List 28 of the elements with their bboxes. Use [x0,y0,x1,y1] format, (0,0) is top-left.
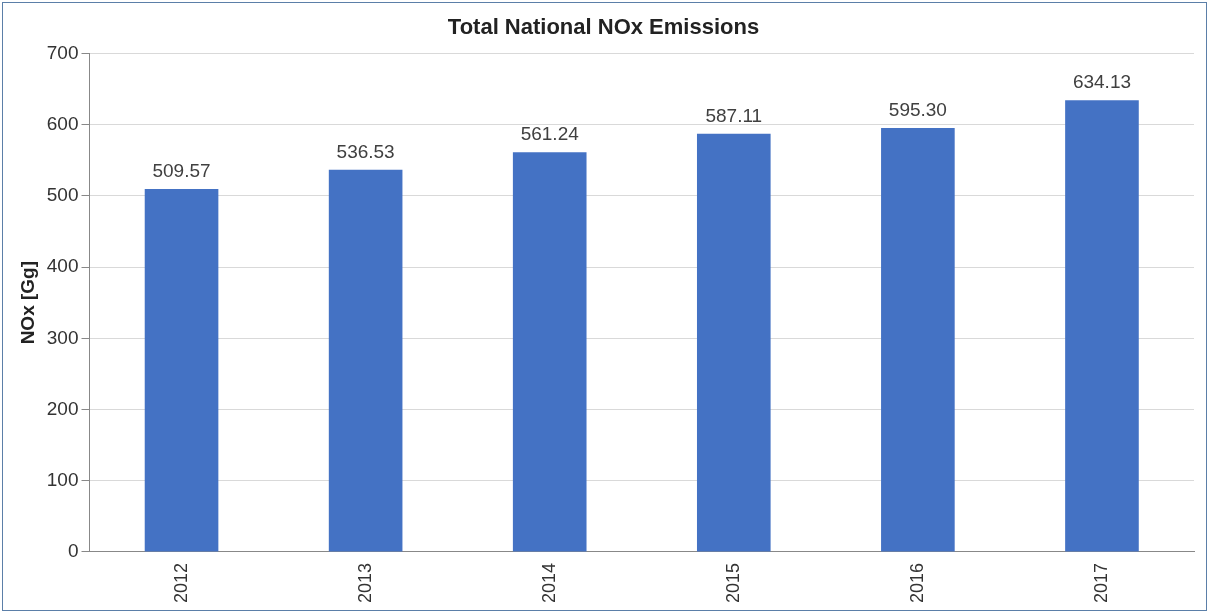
data-label: 509.57 [152,159,211,181]
bar [881,127,955,552]
bar [696,133,771,552]
bar [1065,100,1139,552]
y-tick-label: 100 [46,468,79,490]
x-tick-label: 2013 [354,562,375,603]
data-label: 587.11 [705,104,763,126]
y-tick-label: 600 [46,112,79,134]
y-tick-label: 300 [46,326,79,348]
x-tick-label: 2014 [538,562,559,603]
bar [328,169,403,552]
x-tick-label: 2017 [1090,562,1111,603]
y-tick-label: 700 [46,41,79,63]
y-tick-label: 500 [46,184,79,206]
data-label: 561.24 [520,122,580,144]
chart-title: Total National NOx Emissions [447,14,760,40]
x-tick-label: 2012 [170,562,191,603]
y-tick-label: 200 [46,397,79,419]
y-tick-label: 0 [67,540,79,562]
x-tick-label: 2016 [906,562,927,603]
data-label: 634.13 [1072,71,1132,93]
data-label: 536.53 [336,140,395,162]
data-label: 595.30 [888,98,947,120]
y-tick-label: 400 [46,255,79,277]
y-axis-title: NOx [Gg] [16,260,38,345]
x-tick-label: 2015 [722,562,743,603]
bar [144,189,219,552]
bar [512,152,587,552]
